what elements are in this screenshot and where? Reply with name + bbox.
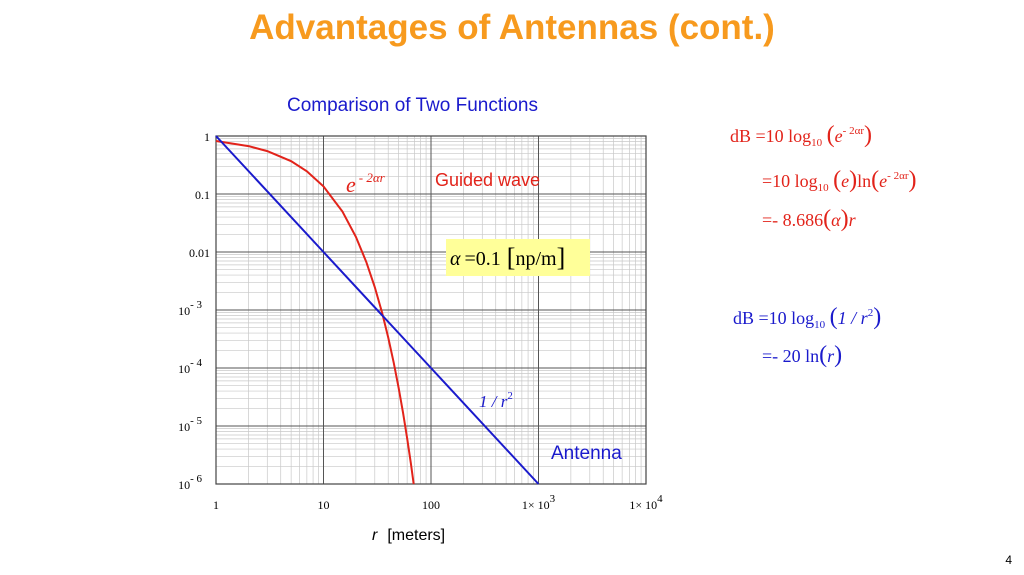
chart-title: Comparison of Two Functions xyxy=(287,95,538,116)
plot-frame xyxy=(215,135,647,485)
y-tick-label: 10- 3 xyxy=(178,299,202,318)
slide-title: Advantages of Antennas (cont.) xyxy=(249,8,775,47)
red-equation-line3: =- 8.686(α)r xyxy=(762,206,856,232)
y-tick-label: 10- 4 xyxy=(178,357,202,376)
y-tick-label: 10- 6 xyxy=(178,473,202,492)
antenna-label: Antenna xyxy=(551,443,622,464)
blue-curve-label: 1 / r2 xyxy=(479,390,513,411)
guided-wave-label: Guided wave xyxy=(435,170,540,190)
x-tick-label: 10 xyxy=(318,498,330,512)
y-tick-label: 0.1 xyxy=(195,188,210,202)
x-tick-label: 1× 104 xyxy=(629,493,663,512)
alpha-box xyxy=(446,239,590,276)
x-tick-label: 1 xyxy=(213,498,219,512)
y-tick-label: 1 xyxy=(204,130,210,144)
series-line-inverse-square xyxy=(215,135,540,485)
y-tick-label: 10- 5 xyxy=(178,415,202,434)
x-axis-label: r [meters] xyxy=(372,527,445,544)
x-tick-label: 1× 103 xyxy=(522,493,556,512)
page-number: 4 xyxy=(1005,553,1012,567)
blue-equation-line2: =- 20 ln(r) xyxy=(762,342,843,368)
blue-equation-line1: dB =10 log10 (1 / r2) xyxy=(733,304,882,331)
y-tick-label: 0.01 xyxy=(189,246,210,260)
alpha-equation: α =0.1 [np/m] xyxy=(450,243,565,272)
red-equation-line1: dB =10 log10 (e- 2αr) xyxy=(730,122,873,149)
series-line-exponential xyxy=(215,140,415,485)
x-tick-label: 100 xyxy=(422,498,440,512)
red-equation-line2: =10 log10 (e)ln(e- 2αr) xyxy=(762,167,917,194)
